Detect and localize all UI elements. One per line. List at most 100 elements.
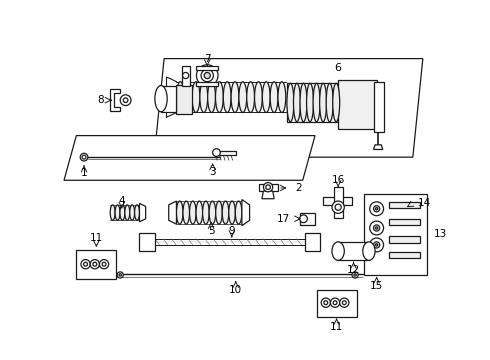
- Circle shape: [332, 201, 344, 213]
- Circle shape: [264, 183, 273, 192]
- Polygon shape: [110, 89, 120, 111]
- Circle shape: [333, 301, 337, 305]
- Text: 6: 6: [335, 63, 342, 73]
- Circle shape: [369, 221, 384, 235]
- Text: 16: 16: [332, 175, 345, 185]
- Circle shape: [375, 208, 378, 210]
- Circle shape: [102, 262, 106, 266]
- Circle shape: [99, 260, 109, 269]
- Text: 11: 11: [330, 322, 343, 332]
- Circle shape: [354, 274, 356, 276]
- Ellipse shape: [247, 82, 254, 112]
- Ellipse shape: [229, 201, 235, 224]
- Text: 4: 4: [119, 196, 125, 206]
- Ellipse shape: [216, 201, 222, 224]
- Ellipse shape: [262, 82, 270, 112]
- Polygon shape: [196, 82, 218, 86]
- Circle shape: [375, 244, 378, 246]
- Ellipse shape: [176, 201, 183, 224]
- Polygon shape: [140, 233, 155, 251]
- Ellipse shape: [183, 201, 190, 224]
- Circle shape: [369, 202, 384, 216]
- Text: 8: 8: [98, 95, 104, 105]
- Polygon shape: [389, 252, 420, 258]
- Text: 7: 7: [204, 54, 211, 64]
- Ellipse shape: [222, 201, 229, 224]
- Polygon shape: [64, 136, 315, 180]
- Bar: [365, 194, 427, 275]
- Ellipse shape: [239, 82, 247, 112]
- Circle shape: [90, 260, 99, 269]
- Circle shape: [201, 69, 213, 82]
- Ellipse shape: [209, 201, 216, 224]
- Text: 13: 13: [434, 229, 447, 239]
- Polygon shape: [196, 66, 218, 70]
- Circle shape: [373, 225, 380, 231]
- Ellipse shape: [196, 201, 203, 224]
- Circle shape: [119, 274, 122, 276]
- Text: 11: 11: [90, 233, 103, 243]
- Polygon shape: [169, 201, 176, 224]
- Ellipse shape: [110, 205, 115, 220]
- Ellipse shape: [326, 83, 333, 122]
- Circle shape: [375, 227, 378, 229]
- Circle shape: [84, 262, 88, 266]
- Polygon shape: [262, 191, 274, 199]
- Polygon shape: [373, 145, 383, 149]
- Polygon shape: [389, 219, 420, 225]
- Circle shape: [81, 260, 90, 269]
- Text: 10: 10: [229, 285, 242, 294]
- Polygon shape: [338, 242, 369, 260]
- Text: 15: 15: [370, 281, 383, 291]
- Circle shape: [321, 298, 330, 307]
- Ellipse shape: [332, 242, 344, 260]
- Text: 14: 14: [418, 198, 432, 208]
- Ellipse shape: [135, 205, 140, 220]
- Ellipse shape: [200, 82, 208, 112]
- Circle shape: [330, 298, 340, 307]
- Polygon shape: [323, 197, 352, 205]
- Circle shape: [266, 185, 270, 189]
- Ellipse shape: [319, 83, 326, 122]
- Polygon shape: [334, 187, 343, 218]
- Circle shape: [335, 204, 341, 210]
- Circle shape: [120, 95, 131, 105]
- Circle shape: [373, 206, 380, 212]
- Polygon shape: [140, 203, 146, 222]
- Circle shape: [117, 272, 123, 278]
- Polygon shape: [154, 59, 423, 157]
- Circle shape: [123, 98, 128, 103]
- Polygon shape: [242, 199, 249, 226]
- Polygon shape: [374, 82, 384, 132]
- Polygon shape: [389, 202, 420, 208]
- Polygon shape: [182, 66, 190, 86]
- Polygon shape: [338, 80, 377, 130]
- Polygon shape: [389, 237, 420, 243]
- Ellipse shape: [294, 83, 300, 122]
- Ellipse shape: [192, 82, 200, 112]
- Circle shape: [196, 65, 218, 86]
- Ellipse shape: [333, 83, 340, 122]
- Circle shape: [183, 72, 189, 78]
- Circle shape: [324, 301, 328, 305]
- Text: 2: 2: [295, 183, 302, 193]
- Text: 17: 17: [277, 214, 291, 224]
- Ellipse shape: [307, 83, 314, 122]
- Ellipse shape: [363, 242, 375, 260]
- Ellipse shape: [115, 205, 120, 220]
- Ellipse shape: [213, 149, 220, 156]
- Ellipse shape: [125, 205, 130, 220]
- Circle shape: [204, 72, 210, 78]
- Text: 5: 5: [208, 226, 215, 236]
- Circle shape: [369, 238, 384, 252]
- Ellipse shape: [313, 83, 320, 122]
- Circle shape: [340, 298, 349, 307]
- Circle shape: [93, 262, 97, 266]
- Circle shape: [300, 215, 307, 222]
- Text: 1: 1: [81, 167, 87, 177]
- Polygon shape: [217, 151, 236, 155]
- Ellipse shape: [184, 82, 192, 112]
- Ellipse shape: [223, 82, 231, 112]
- Ellipse shape: [278, 82, 286, 112]
- Circle shape: [82, 155, 86, 159]
